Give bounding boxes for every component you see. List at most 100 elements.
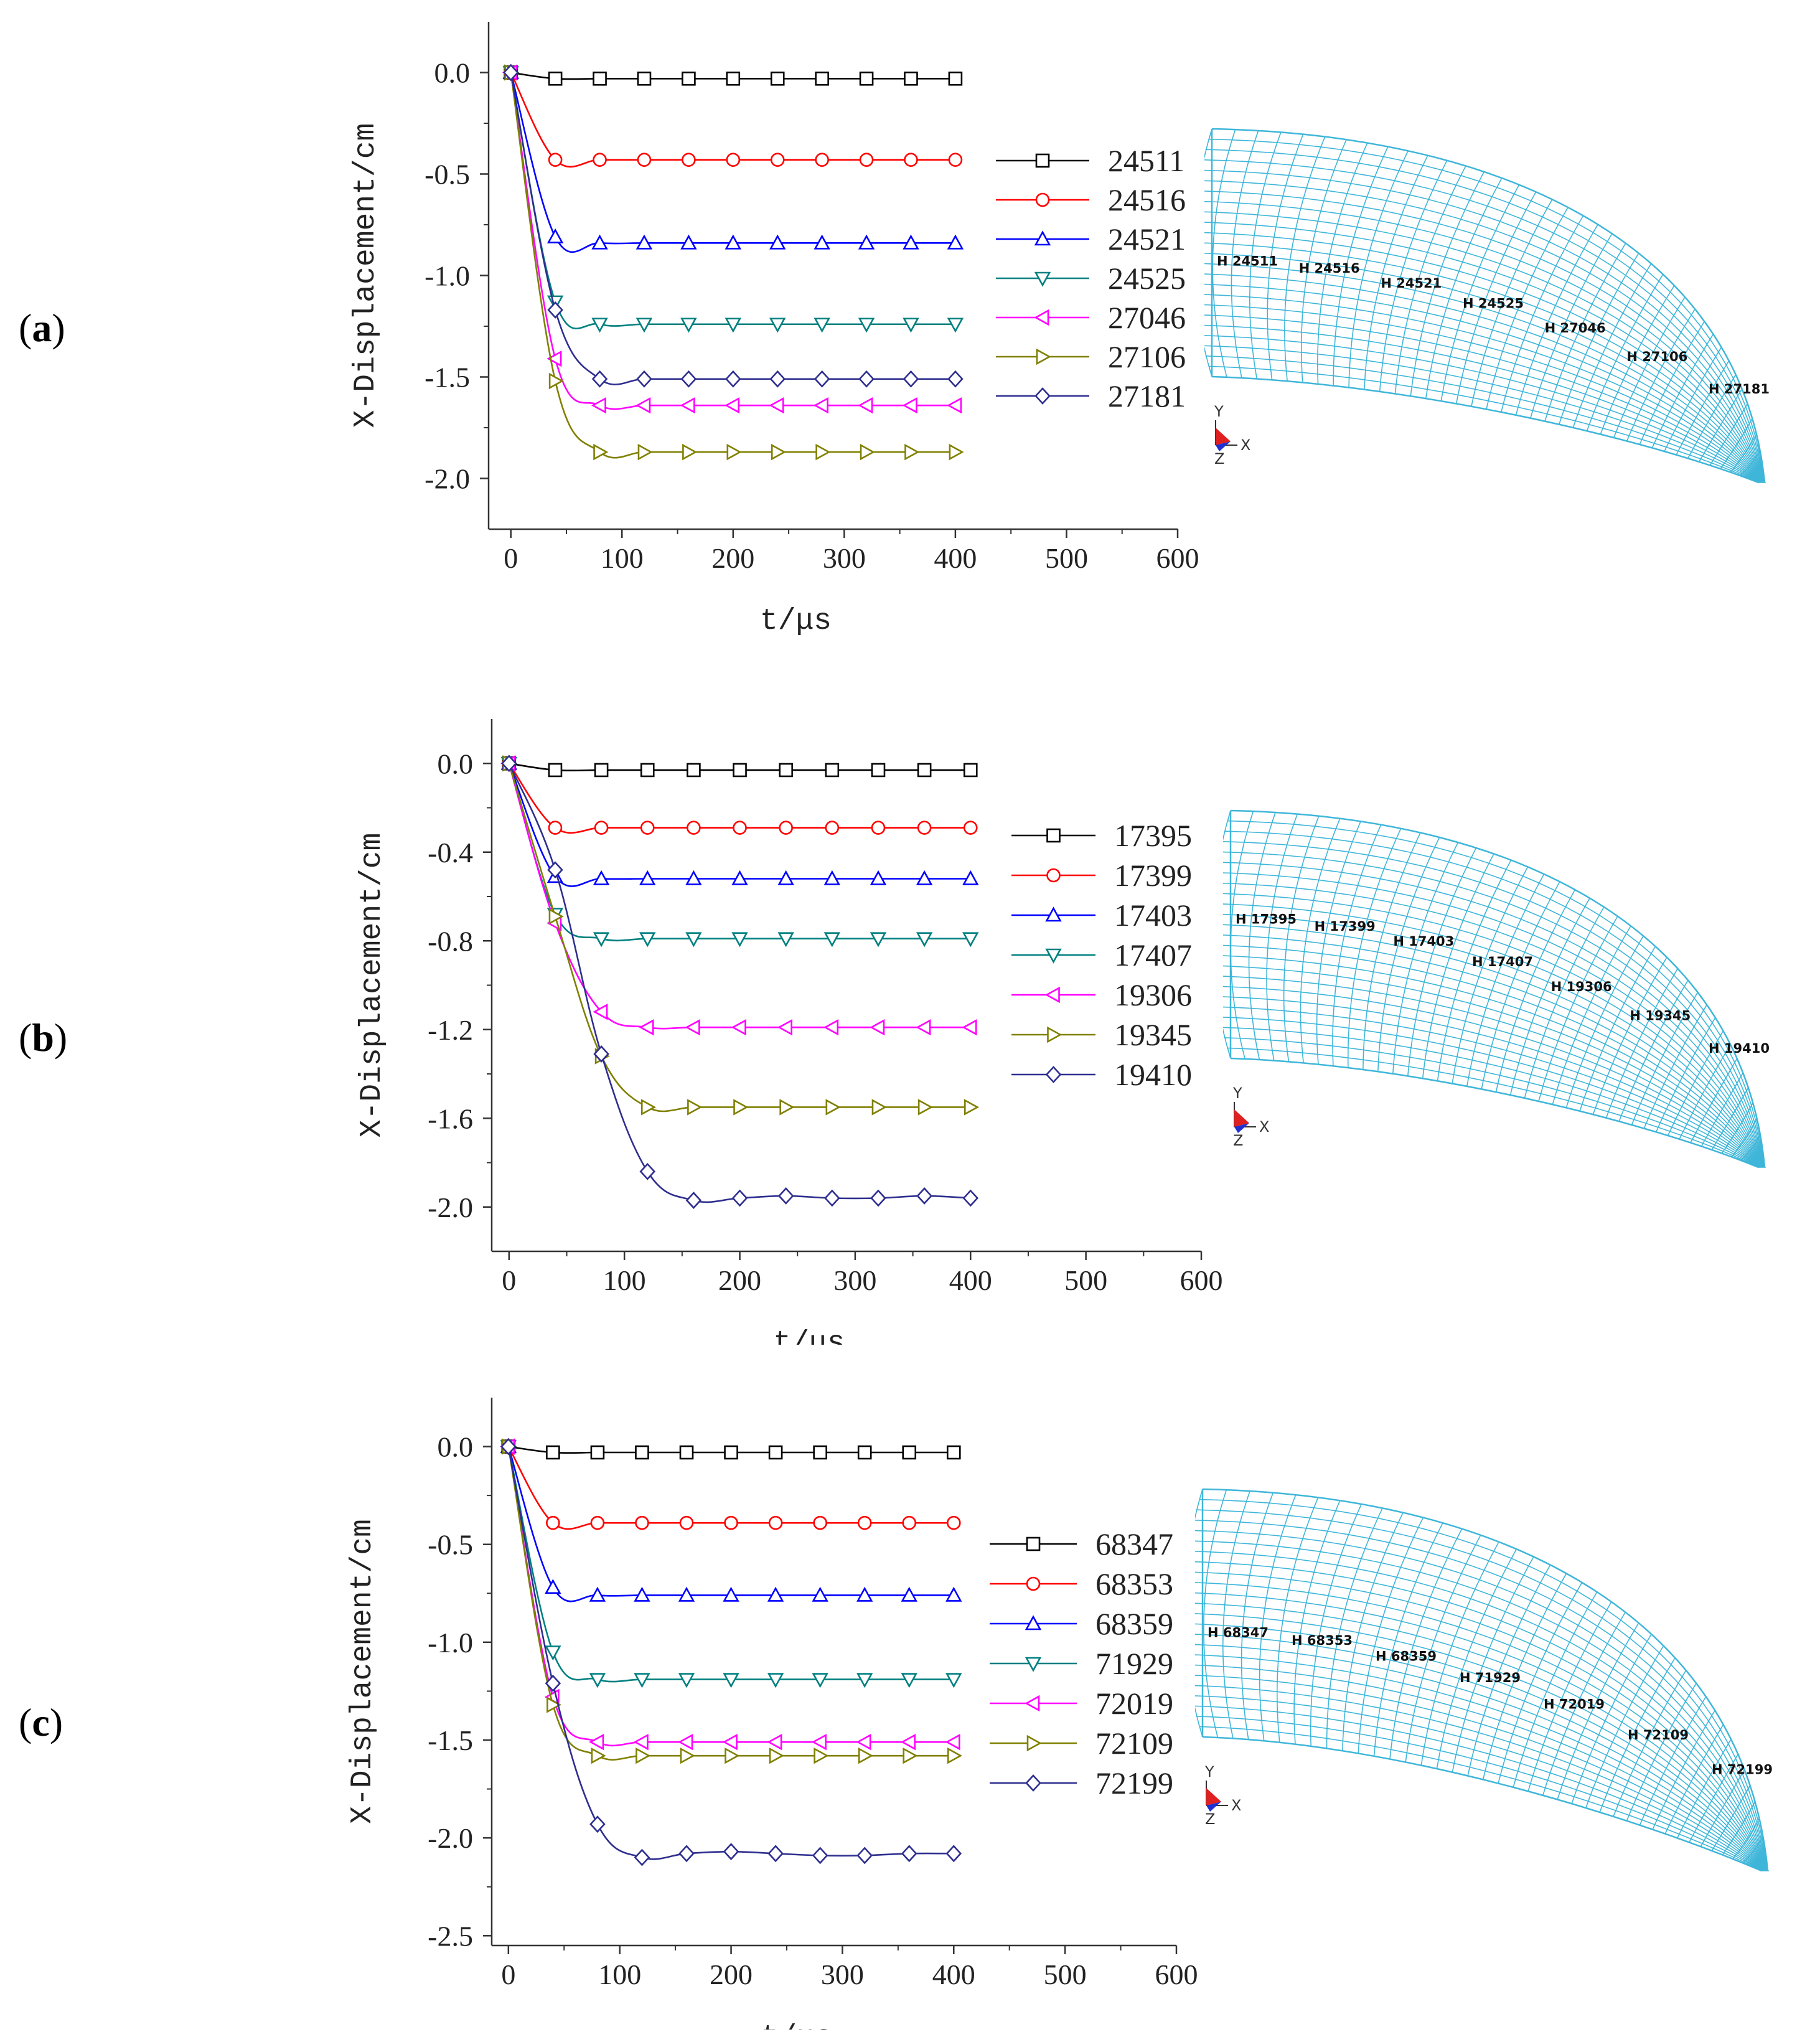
series-line: [510, 72, 955, 459]
mesh-line: [1204, 200, 1763, 483]
data-point: [639, 870, 656, 885]
legend-entry: 24521: [996, 222, 1186, 256]
mesh-line: [1316, 821, 1361, 1065]
legend-marker: [1026, 1576, 1041, 1591]
mesh-line: [1204, 324, 1760, 483]
data-point: [640, 1099, 656, 1116]
legend-entry: 72199: [990, 1766, 1173, 1800]
mesh-line: [1425, 177, 1503, 399]
x-tick-label: 300: [821, 1959, 864, 1990]
axis-triad-icon: YXZ: [1214, 403, 1250, 468]
data-point: [680, 370, 697, 388]
mesh-line: [1440, 184, 1520, 402]
mesh-line: [1195, 1644, 1765, 1871]
legend-label: 17395: [1114, 818, 1192, 853]
mesh-node-label: H 72199: [1712, 1762, 1773, 1777]
x-tick-label: 500: [1044, 1959, 1087, 1990]
legend-marker: [1046, 868, 1061, 883]
data-point: [901, 1586, 917, 1602]
data-point: [903, 1747, 918, 1764]
x-tick-label: 400: [934, 542, 977, 574]
data-point: [871, 1099, 887, 1116]
data-point: [687, 763, 701, 778]
x-tick-label: 300: [823, 542, 866, 574]
mesh-line: [1223, 996, 1761, 1168]
data-point: [726, 443, 742, 461]
data-point: [962, 1019, 977, 1036]
data-point: [680, 397, 695, 414]
legend-label: 19410: [1114, 1057, 1192, 1092]
data-point: [545, 1579, 561, 1594]
data-point: [637, 71, 652, 86]
legend-label: 24521: [1108, 222, 1186, 256]
mesh-node-label: H 68359: [1376, 1649, 1437, 1663]
data-point: [813, 1515, 827, 1530]
panel-label: (c): [19, 1700, 63, 1744]
data-point: [767, 1673, 784, 1688]
mesh-line: [1227, 820, 1765, 1168]
data-point: [902, 1445, 917, 1460]
data-point: [722, 1733, 738, 1751]
legend-label: 24525: [1108, 261, 1186, 296]
data-point: [731, 1019, 746, 1036]
data-point: [635, 1445, 649, 1460]
mesh-node-label: H 27181: [1709, 382, 1770, 397]
data-point: [731, 932, 748, 948]
mesh-line: [1467, 1564, 1551, 1776]
data-point: [949, 443, 964, 461]
legend-marker: [1034, 230, 1051, 246]
series-24521: [502, 64, 964, 253]
legend-marker: [1025, 1774, 1041, 1792]
data-point: [589, 1673, 606, 1688]
legend-marker: [1045, 948, 1062, 964]
data-point: [726, 153, 741, 167]
mesh-line: [1571, 1634, 1652, 1804]
mesh-line: [1639, 1696, 1707, 1825]
legend-label: 17403: [1114, 898, 1192, 933]
data-point: [678, 1733, 693, 1751]
mesh-line: [1204, 273, 1761, 483]
mesh-line: [1195, 1705, 1763, 1871]
mesh-line: [1731, 1118, 1758, 1157]
data-point: [857, 1515, 872, 1530]
legend-entry: 17403: [1011, 898, 1192, 933]
mesh-line: [1195, 1634, 1765, 1871]
mesh-line: [1300, 139, 1347, 383]
data-point: [678, 1586, 695, 1602]
y-tick-label: -0.8: [428, 925, 473, 957]
series-72199: [500, 1437, 962, 1866]
data-point: [946, 1445, 961, 1460]
mesh-line: [1223, 976, 1761, 1168]
data-point: [871, 821, 886, 835]
axis-z-label: Z: [1214, 450, 1224, 468]
legend-entry: 27046: [996, 300, 1186, 335]
series-line: [508, 763, 971, 887]
mesh-diagram: H 24511 H 24516 H 24521 H 24525 H 27046 H 271…: [1204, 128, 1770, 484]
y-tick-label: -1.2: [428, 1014, 473, 1046]
data-point: [815, 153, 829, 167]
data-point: [724, 1515, 738, 1530]
data-point: [901, 1845, 917, 1863]
mesh-line: [1223, 913, 1763, 1168]
mesh-line: [1241, 1492, 1274, 1740]
data-point: [593, 71, 607, 86]
mesh-node-label: H 68347: [1208, 1625, 1269, 1640]
mesh-line: [1618, 980, 1689, 1122]
data-point: [860, 443, 875, 461]
mesh-line: [1204, 345, 1760, 483]
legend-marker: [1045, 1066, 1062, 1083]
line-chart: 0 100 200 300 400 500 600 0.0 -0.5 -1.0 -1.5 -2.0 -2…: [346, 1398, 1198, 2030]
data-point: [946, 1515, 961, 1530]
x-tick-label: 100: [603, 1264, 646, 1296]
mesh-line: [1481, 881, 1560, 1089]
data-point: [770, 71, 785, 86]
data-point: [680, 234, 697, 250]
data-point: [814, 234, 830, 250]
data-point: [546, 1696, 562, 1713]
data-point: [777, 1019, 792, 1036]
series-24525: [502, 66, 964, 333]
data-point: [679, 1445, 694, 1460]
mesh-line: [1195, 1489, 1203, 1738]
data-point: [679, 1515, 694, 1530]
data-point: [633, 1733, 649, 1751]
